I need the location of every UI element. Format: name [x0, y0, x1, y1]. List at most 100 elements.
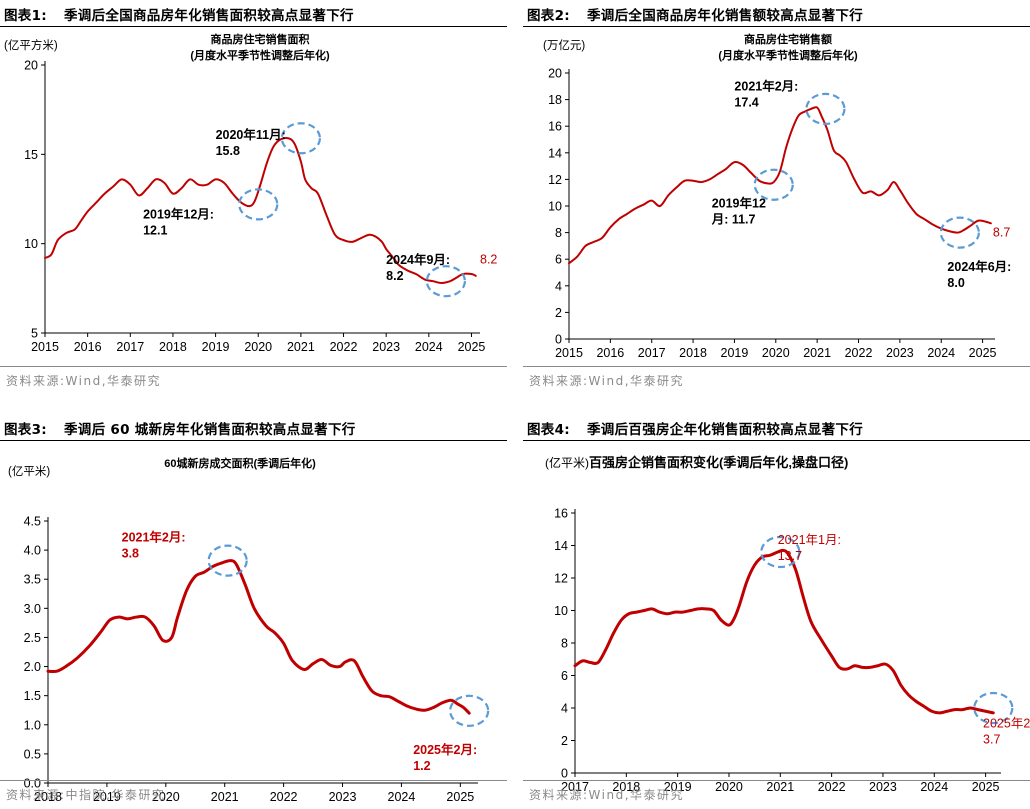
annotation-line: 月: 11.7 [711, 212, 756, 226]
y-tick-label: 2 [555, 306, 562, 320]
annotation-line: 2019年12月: [143, 207, 214, 222]
annotation-line: 3.7 [983, 733, 1000, 747]
figure-title: 季调后百强房企年化销售面积较高点显著下行 [587, 422, 863, 438]
y-axis-unit: (亿平米) [545, 455, 589, 470]
x-tick-label: 2019 [202, 340, 230, 354]
figure-label: 图表3: [4, 422, 47, 438]
y-tick-label: 2.5 [24, 631, 41, 645]
figure-footer: 资料来源:Wind,华泰研究 [523, 780, 1030, 802]
y-axis-unit: (万亿元) [543, 39, 585, 52]
figure-label: 图表1: [4, 8, 47, 24]
x-tick-label: 2024 [415, 340, 443, 354]
x-tick-label: 2015 [31, 340, 59, 354]
y-tick-label: 5 [31, 327, 38, 341]
x-tick-label: 2025 [446, 790, 474, 804]
x-tick-label: 2025 [969, 346, 997, 360]
x-tick-label: 2020 [152, 790, 180, 804]
annotation-line: 2021年1月: [778, 533, 841, 547]
x-tick-label: 2020 [762, 346, 790, 360]
y-tick-label: 4 [555, 279, 562, 293]
y-tick-label: 0 [561, 767, 568, 781]
y-tick-label: 15 [24, 148, 38, 162]
data-annotation: 2025年2月: 3.7 [983, 717, 1030, 747]
x-tick-label: 2015 [555, 346, 583, 360]
series-line [568, 106, 992, 265]
chart-title-text: 百强房企销售面积变化(季调后年化,操盘口径) [589, 455, 848, 470]
x-tick-label: 2023 [372, 340, 400, 354]
highlight-circle [805, 92, 846, 126]
line-chart-residential-sales-value: 商品房住宅销售额 (月度水平季节性调整后年化) (万亿元) 0 2 4 6 8 10 12 14 16… [543, 32, 1011, 360]
data-annotation: 2021年2月: 17.4 [734, 78, 798, 109]
chart-panel-2: 图表2: 季调后全国商品房年化销售额较高点显著下行 商品房住宅销售额 (月度水平季… [523, 0, 1030, 395]
x-tick-label: 2018 [34, 790, 62, 804]
chart-panel-4: 图表4: 季调后百强房企年化销售面积较高点显著下行 (亿平米)百强房企销售面积变… [523, 414, 1030, 809]
highlight-circle [207, 544, 248, 577]
annotation-line: 15.8 [216, 144, 240, 158]
x-tick-label: 2024 [388, 790, 416, 804]
data-annotation: 2020年11月: 15.8 [216, 127, 286, 158]
y-tick-label: 6 [561, 669, 568, 683]
chart-subtitle: (月度水平季节性调整后年化) [718, 48, 858, 62]
annotation-line: 2024年6月: [947, 259, 1011, 274]
annotation-line: 2021年2月: [734, 78, 798, 93]
y-tick-label: 12 [548, 173, 562, 187]
figure-title: 季调后全国商品房年化销售额较高点显著下行 [587, 8, 863, 24]
figure-header: 图表1: 季调后全国商品房年化销售面积较高点显著下行 [0, 0, 507, 27]
figure-title: 季调后 60 城新房年化销售面积较高点显著下行 [64, 422, 356, 438]
line-chart-residential-sales-area: 商品房住宅销售面积(月度水平季节性调整后年化)(亿平方米)51015202015… [4, 32, 497, 354]
figure-header: 图表3: 季调后 60 城新房年化销售面积较高点显著下行 [0, 414, 507, 441]
x-tick-label: 2016 [74, 340, 102, 354]
chart-title: 商品房住宅销售额 [744, 32, 832, 46]
series-line [46, 559, 471, 715]
x-tick-label: 2017 [638, 346, 666, 360]
annotation-line: 2021年2月: [122, 529, 186, 544]
highlight-circle [753, 168, 794, 201]
annotation-line: 1.2 [413, 759, 430, 773]
x-tick-label: 2022 [818, 780, 846, 794]
x-tick-label: 2022 [845, 346, 873, 360]
source-note: 资料来源:中指院,华泰研究 [6, 788, 166, 802]
line-chart-top100-developer-area: (亿平米)百强房企销售面积变化(季调后年化,操盘口径) 0 2 4 6 8 10 12 14 16… [545, 455, 1030, 794]
figure-header: 图表2: 季调后全国商品房年化销售额较高点显著下行 [523, 0, 1030, 27]
x-tick-label: 2023 [329, 790, 357, 804]
annotation-line: 8.2 [386, 269, 403, 283]
annotation-line: 8.7 [993, 226, 1010, 240]
chart-title: 60城新房成交面积(季调后年化) [164, 456, 316, 470]
figure-header: 图表4: 季调后百强房企年化销售面积较高点显著下行 [523, 414, 1030, 441]
x-tick-label: 2023 [869, 780, 897, 794]
x-tick-label: 2021 [211, 790, 239, 804]
figure-label: 图表4: [527, 422, 570, 438]
y-tick-label: 3.0 [24, 602, 41, 616]
y-tick-label: 8 [555, 226, 562, 240]
y-tick-label: 18 [548, 93, 562, 107]
highlight-circle [760, 535, 801, 569]
highlight-circle [238, 188, 279, 221]
chart-subtitle: (月度水平季节性调整后年化) [190, 48, 330, 62]
x-tick-label: 2018 [612, 780, 640, 794]
x-tick-label: 2018 [159, 340, 187, 354]
y-tick-label: 14 [548, 146, 562, 160]
data-annotation: 8.7 [993, 226, 1010, 240]
figure-footer: 资料来源:中指院,华泰研究 [0, 780, 507, 802]
series-line [573, 548, 995, 715]
figure-footer: 资料来源:Wind,华泰研究 [523, 366, 1030, 388]
figure-footer: 资料来源:Wind,华泰研究 [0, 366, 507, 388]
y-tick-label: 3.5 [24, 573, 41, 587]
x-tick-label: 2022 [330, 340, 358, 354]
source-note: 资料来源:Wind,华泰研究 [529, 788, 685, 802]
x-tick-label: 2017 [116, 340, 144, 354]
chart-title: 商品房住宅销售面积 [211, 32, 310, 46]
y-tick-label: 14 [554, 539, 568, 553]
chart-panel-1: 图表1: 季调后全国商品房年化销售面积较高点显著下行 商品房住宅销售面积 (月度水… [0, 0, 507, 395]
x-tick-label: 2021 [803, 346, 831, 360]
x-tick-label: 2021 [287, 340, 315, 354]
source-note: 资料来源:Wind,华泰研究 [6, 374, 162, 388]
x-tick-label: 2021 [766, 780, 794, 794]
annotation-line: 8.0 [947, 276, 964, 290]
y-tick-label: 1.0 [24, 718, 41, 732]
x-tick-label: 2016 [596, 346, 624, 360]
annotation-line: 17.4 [734, 95, 758, 109]
data-annotation: 2021年1月: 13.7 [778, 533, 841, 563]
figure-label: 图表2: [527, 8, 570, 24]
y-tick-label: 0 [555, 333, 562, 347]
